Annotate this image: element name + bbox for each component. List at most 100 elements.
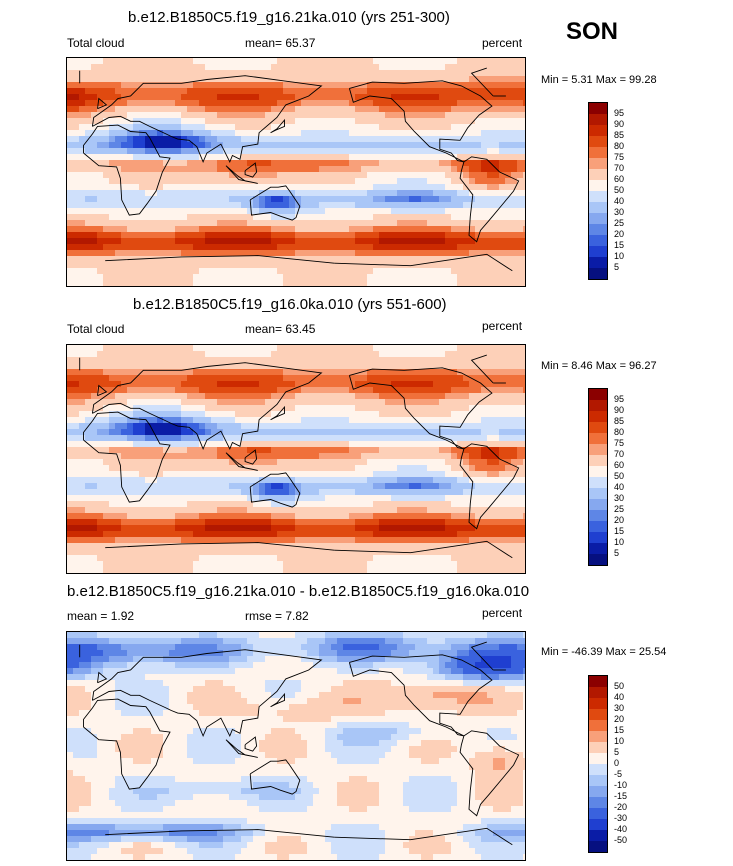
field-cell [85,118,92,125]
field-cell [217,268,224,275]
field-cell [265,268,272,275]
field-cell [349,262,356,269]
field-cell [349,489,356,496]
field-cell [265,465,272,472]
field-cell [343,477,350,484]
field-cell [487,202,494,209]
field-cell [247,136,254,143]
field-cell [373,64,380,71]
field-cell [121,447,128,454]
field-cell [457,399,464,406]
field-cell [265,70,272,77]
field-cell [67,381,74,388]
field-cell [457,280,464,286]
field-cell [277,393,284,400]
field-cell [403,429,410,436]
field-cell [247,495,254,502]
field-cell [349,459,356,466]
field-cell [157,130,164,137]
field-cell [523,441,525,448]
field-cell [391,489,398,496]
field-cell [307,280,314,286]
field-cell [193,76,200,83]
field-cell [373,369,380,376]
field-cell [493,136,500,143]
field-cell [517,471,524,478]
field-cell [133,106,140,113]
field-cell [277,190,284,197]
field-cell [301,112,308,119]
field-cell [271,495,278,502]
field-cell [469,262,476,269]
field-cell [349,417,356,424]
field-cell [439,244,446,251]
field-cell [163,82,170,89]
field-cell [445,471,452,478]
field-cell [85,142,92,149]
field-cell [469,202,476,209]
field-cell [367,244,374,251]
field-cell [325,112,332,119]
field-cell [295,477,302,484]
field-cell [511,88,518,95]
field-cell [325,202,332,209]
field-cell [325,495,332,502]
field-cell [319,76,326,83]
field-cell [151,94,158,101]
field-cell [247,375,254,382]
field-cell [103,280,110,286]
field-cell [91,471,98,478]
field-cell [385,357,392,364]
field-cell [361,441,368,448]
field-cell [421,220,428,227]
field-cell [181,160,188,167]
field-cell [223,393,230,400]
field-cell [217,184,224,191]
field-cell [145,357,152,364]
field-cell [151,363,158,370]
field-cell [79,202,86,209]
field-cell [493,88,500,95]
field-cell [247,226,254,233]
field-cell [139,465,146,472]
field-cell [217,202,224,209]
field-cell [481,232,488,239]
field-cell [127,417,134,424]
field-cell [517,274,524,281]
field-cell [517,262,524,269]
field-cell [223,58,230,65]
field-cell [91,381,98,388]
coastline [334,253,513,272]
field-cell [397,184,404,191]
field-cell [439,166,446,173]
field-cell [511,262,518,269]
field-cell [475,357,482,364]
field-cell [157,280,164,286]
field-cell [235,483,242,490]
field-cell [487,76,494,83]
field-cell [85,375,92,382]
field-cell [223,345,230,352]
field-cell [205,375,212,382]
field-cell [337,112,344,119]
field-cell [511,417,518,424]
field-cell [439,160,446,167]
field-cell [271,130,278,137]
field-cell [301,220,308,227]
field-cell [121,363,128,370]
field-cell [67,118,74,125]
field-cell [253,471,260,478]
field-cell [331,202,338,209]
field-cell [379,423,386,430]
field-cell [241,166,248,173]
field-cell [85,82,92,89]
field-cell [325,58,332,65]
field-cell [289,82,296,89]
field-cell [205,154,212,161]
field-cell [289,166,296,173]
field-cell [481,345,488,352]
field-cell [121,274,128,281]
field-cell [487,112,494,119]
field-cell [121,435,128,442]
field-cell [391,387,398,394]
